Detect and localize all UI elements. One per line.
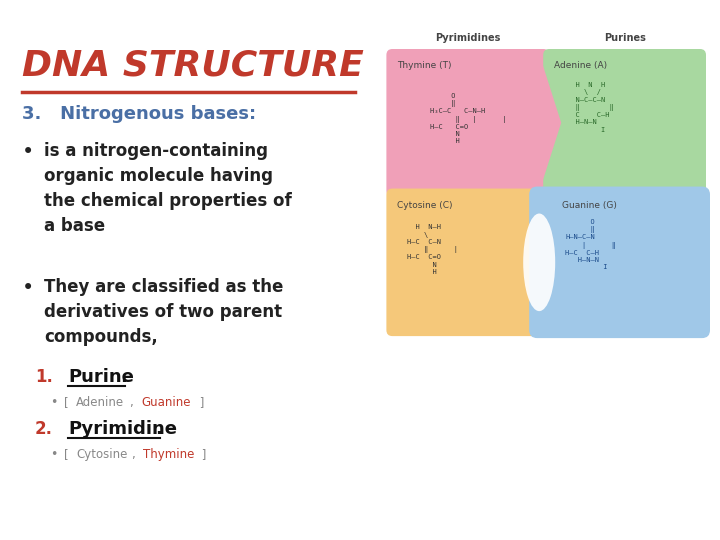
Text: H  N  H
    \  /
  N–C–C–N
  ‖       ‖
  C    C–H
  H–N–N
        I: H N H \ / N–C–C–N ‖ ‖ C C–H H–N–N I (567, 82, 614, 133)
Text: Pyrimidines: Pyrimidines (435, 33, 500, 43)
Text: 1.: 1. (35, 368, 53, 386)
Text: .: . (155, 420, 162, 438)
Text: Cytosine: Cytosine (76, 448, 127, 461)
Text: Adenine: Adenine (76, 396, 124, 409)
Text: H  N–H
    \  
H–C  C–N
    ‖      |
H–C  C=O
      N
      H: H N–H \ H–C C–N ‖ | H–C C=O N H (408, 225, 459, 275)
Text: Pyrimidine: Pyrimidine (68, 420, 177, 438)
Text: [: [ (64, 396, 73, 409)
Text: ]: ] (198, 448, 207, 461)
Text: •: • (22, 142, 35, 162)
Text: 3.   Nitrogenous bases:: 3. Nitrogenous bases: (22, 105, 256, 123)
FancyBboxPatch shape (529, 186, 710, 338)
Text: [: [ (64, 448, 73, 461)
Text: •: • (50, 448, 58, 461)
Text: Thymine: Thymine (143, 448, 194, 461)
Text: Purine: Purine (68, 368, 134, 386)
FancyBboxPatch shape (543, 49, 706, 197)
Text: Guanine (G): Guanine (G) (562, 200, 617, 210)
Ellipse shape (523, 213, 555, 311)
Text: They are classified as the
derivatives of two parent
compounds,: They are classified as the derivatives o… (44, 278, 284, 346)
Text: Purines: Purines (603, 33, 646, 43)
Text: •: • (50, 396, 58, 409)
Text: DNA STRUCTURE: DNA STRUCTURE (22, 48, 364, 82)
FancyBboxPatch shape (387, 49, 549, 197)
Text: ]: ] (196, 396, 204, 409)
Text: .: . (120, 368, 127, 386)
Text: 2.: 2. (35, 420, 53, 438)
Text: Cytosine (C): Cytosine (C) (397, 200, 453, 210)
Text: ,: , (132, 448, 140, 461)
Text: O
     ‖
H₃C–C   C–N–H
      ‖   |      |
H–C   C=O
      N
      H: O ‖ H₃C–C C–N–H ‖ | | H–C C=O N H (430, 93, 507, 145)
Text: Adenine (A): Adenine (A) (554, 61, 608, 70)
Polygon shape (541, 60, 561, 186)
Text: O
      ‖
H–N–C–N
    |      ‖
H–C  C–H
   H–N–N
         I: O ‖ H–N–C–N | ‖ H–C C–H H–N–N I (565, 219, 616, 271)
Text: Thymine (T): Thymine (T) (397, 61, 452, 70)
Text: Guanine: Guanine (141, 396, 191, 409)
FancyBboxPatch shape (387, 188, 549, 336)
Text: is a nitrogen-containing
organic molecule having
the chemical properties of
a ba: is a nitrogen-containing organic molecul… (44, 142, 292, 235)
Text: •: • (22, 278, 35, 298)
Text: ,: , (130, 396, 138, 409)
